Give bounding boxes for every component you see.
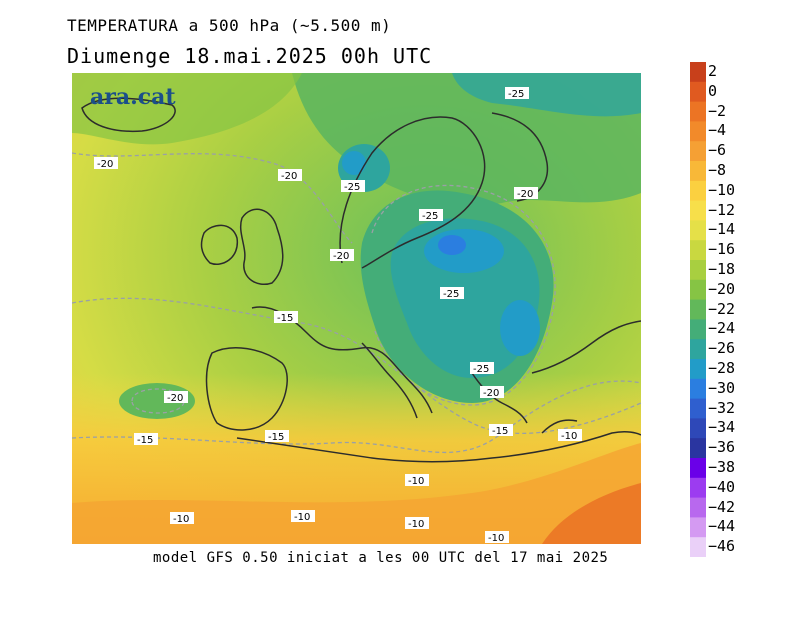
colorbar-swatch xyxy=(690,101,706,122)
contour-label: -10 xyxy=(408,476,424,487)
colorbar-swatch xyxy=(690,279,706,301)
colorbar-label: −44 xyxy=(708,517,736,536)
colorbar-swatch xyxy=(690,81,706,103)
contour-label: -20 xyxy=(281,171,297,182)
colorbar-swatch xyxy=(690,180,706,202)
colorbar-label: −18 xyxy=(708,260,736,278)
contour-label: -15 xyxy=(137,435,153,446)
contour-label: -20 xyxy=(517,189,533,200)
map-subtitle: Diumenge 18.mai.2025 00h UTC xyxy=(67,44,433,68)
contour-label: -10 xyxy=(173,514,189,525)
temperature-colorbar xyxy=(690,62,706,557)
colorbar-swatch xyxy=(690,220,706,241)
contour-label: -15 xyxy=(277,313,293,324)
colorbar-label: 2 xyxy=(708,62,718,80)
colorbar-label: −4 xyxy=(708,121,727,140)
field-scandinavia-core xyxy=(342,151,366,175)
colorbar-label: −30 xyxy=(708,378,736,397)
colorbar-label: 0 xyxy=(708,81,718,100)
colorbar-label: −16 xyxy=(708,240,736,259)
contour-label: -10 xyxy=(294,512,310,523)
contour-label: -25 xyxy=(508,89,524,100)
colorbar-swatch xyxy=(690,260,706,281)
colorbar-label: −8 xyxy=(708,161,727,179)
map-title: TEMPERATURA a 500 hPa (~5.500 m) xyxy=(67,16,392,35)
colorbar-label: −12 xyxy=(708,200,736,219)
contour-label: -10 xyxy=(561,431,577,442)
colorbar-swatch xyxy=(690,398,706,419)
contour-label: -15 xyxy=(268,432,284,443)
colorbar-swatch xyxy=(690,339,706,360)
contour-label: -15 xyxy=(492,426,508,437)
colorbar-label: −20 xyxy=(708,279,736,298)
colorbar-label: −26 xyxy=(708,339,736,358)
contour-label: -20 xyxy=(483,388,499,399)
colorbar-label: −6 xyxy=(708,141,727,160)
colorbar-label: −10 xyxy=(708,180,736,199)
contour-label: -25 xyxy=(473,364,489,375)
colorbar-label: −14 xyxy=(708,220,736,239)
contour-label-group: -25 -20 -20 -25 -20 -25 -20 -25 -15 -25 … xyxy=(94,87,582,544)
colorbar-label: −22 xyxy=(708,299,736,318)
colorbar-swatch xyxy=(690,497,706,518)
temperature-map: -25 -20 -20 -25 -20 -25 -20 -25 -15 -25 … xyxy=(72,73,641,544)
contour-label: -10 xyxy=(488,533,504,544)
contour-label: -20 xyxy=(167,393,183,404)
field-northwest xyxy=(72,73,302,145)
colorbar-swatch xyxy=(690,200,706,221)
colorbar-swatch xyxy=(690,319,706,340)
colorbar-label: −36 xyxy=(708,438,736,457)
contour-label: -25 xyxy=(344,182,360,193)
field-trough-core xyxy=(424,229,504,273)
contour-label: -20 xyxy=(333,251,349,262)
colorbar-swatch xyxy=(690,240,706,261)
field-hot-corner xyxy=(542,483,641,544)
contour-label: -25 xyxy=(422,211,438,222)
colorbar-swatch xyxy=(690,438,706,459)
colorbar-swatch xyxy=(690,517,706,538)
field-warm-band xyxy=(72,443,641,544)
isotherm-lines xyxy=(72,152,641,454)
colorbar-swatch xyxy=(690,141,706,162)
colorbar-swatch xyxy=(690,418,706,439)
colorbar-swatch xyxy=(690,477,706,499)
colorbar-swatch xyxy=(690,161,706,182)
contour-label: -20 xyxy=(97,159,113,170)
field-balkan-core xyxy=(500,300,540,356)
colorbar-label: −32 xyxy=(708,398,736,417)
field-arctic xyxy=(452,73,641,117)
colorbar-swatch xyxy=(690,299,706,320)
colorbar-label: −40 xyxy=(708,477,736,496)
colorbar-swatch xyxy=(690,359,706,380)
colorbar-swatch xyxy=(690,62,706,83)
colorbar-swatch xyxy=(690,378,706,400)
colorbar-swatch xyxy=(690,121,706,142)
colorbar-swatch xyxy=(690,537,706,557)
colorbar-label: −42 xyxy=(708,497,736,516)
field-trough-min xyxy=(438,235,466,255)
contour-label: -10 xyxy=(408,519,424,530)
aracat-logo: ara.cat xyxy=(90,84,176,110)
colorbar-label: −34 xyxy=(708,418,736,437)
contour-label: -25 xyxy=(443,289,459,300)
colorbar-label: −2 xyxy=(708,101,727,120)
colorbar-label: −38 xyxy=(708,458,736,476)
colorbar-label: −46 xyxy=(708,537,736,556)
model-info: model GFS 0.50 iniciat a les 00 UTC del … xyxy=(153,550,609,566)
colorbar-label: −28 xyxy=(708,359,736,377)
colorbar-label: −24 xyxy=(708,319,736,338)
colorbar-swatch xyxy=(690,458,706,479)
